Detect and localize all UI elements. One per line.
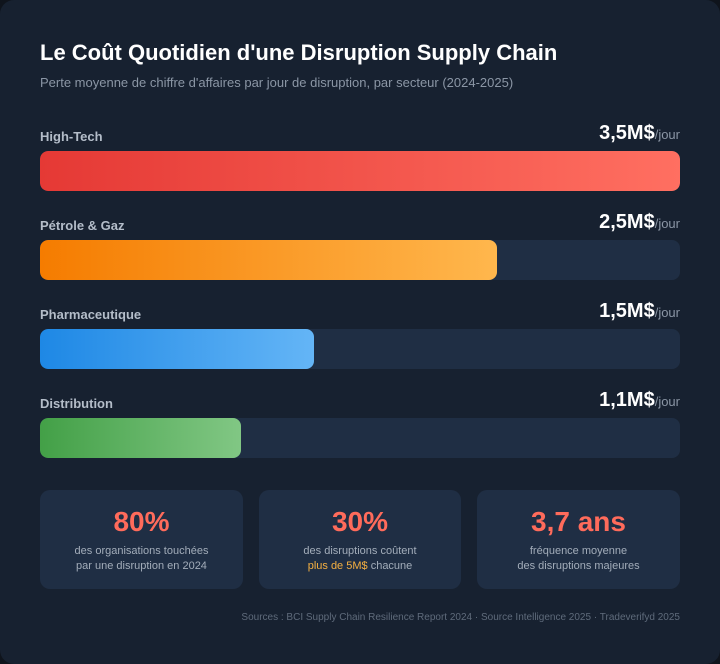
category-label: Pétrole & Gaz	[40, 218, 125, 233]
category-label: Pharmaceutique	[40, 307, 142, 322]
stat-value: 30%	[331, 506, 389, 537]
value-unit: /jour	[654, 216, 680, 231]
bar-row: Pétrole & Gaz 2,5M$/jour	[40, 211, 680, 281]
value-label: 1,1M$/jour	[599, 389, 680, 412]
value-label: 1,5M$/jour	[599, 300, 680, 323]
value-label: 2,5M$/jour	[599, 211, 680, 234]
chart-subtitle: Perte moyenne de chiffre d'affaires par …	[40, 75, 514, 90]
stat-text-line: fréquence moyenne	[529, 545, 628, 557]
stat-card-organisations: 80% des organisations touchées par une d…	[40, 490, 243, 589]
value-unit: /jour	[654, 305, 680, 320]
stat-highlight: plus de 5M$	[307, 560, 368, 572]
stat-text-line: des disruptions majeures	[517, 560, 640, 572]
stat-value: 3,7 ans	[531, 506, 626, 537]
bar	[40, 240, 498, 280]
stat-text-line: par une disruption en 2024	[76, 560, 207, 572]
bar-track	[40, 151, 680, 191]
bar	[40, 418, 242, 458]
value-number: 3,5M$	[599, 122, 655, 144]
value-number: 2,5M$	[599, 211, 655, 233]
value-label: 3,5M$/jour	[599, 122, 680, 145]
bar-row: High-Tech 3,5M$/jour	[40, 122, 680, 192]
chart-title: Le Coût Quotidien d'une Disruption Suppl…	[40, 40, 558, 65]
stat-card-cost: 30% des disruptions coûtent plus de 5M$ …	[259, 490, 461, 589]
value-number: 1,1M$	[599, 389, 655, 411]
category-label: Distribution	[40, 396, 113, 411]
bar-track	[40, 240, 680, 280]
bar-track	[40, 418, 680, 458]
bar-row: Distribution 1,1M$/jour	[40, 389, 680, 459]
stat-text-line: des organisations touchées	[74, 545, 209, 557]
bar-row: Pharmaceutique 1,5M$/jour	[40, 300, 680, 370]
stat-card-frequency: 3,7 ans fréquence moyenne des disruption…	[477, 490, 680, 589]
bar	[40, 151, 680, 191]
value-unit: /jour	[654, 394, 680, 409]
bar-track	[40, 329, 680, 369]
stat-text-line: des disruptions coûtent	[303, 545, 417, 557]
stat-text-rest: chacune	[367, 560, 413, 572]
stat-value: 80%	[113, 506, 170, 537]
bar	[40, 329, 315, 369]
sources-footnote: Sources : BCI Supply Chain Resilience Re…	[241, 612, 680, 623]
value-unit: /jour	[654, 127, 680, 142]
category-label: High-Tech	[40, 129, 103, 144]
value-number: 1,5M$	[599, 300, 655, 322]
